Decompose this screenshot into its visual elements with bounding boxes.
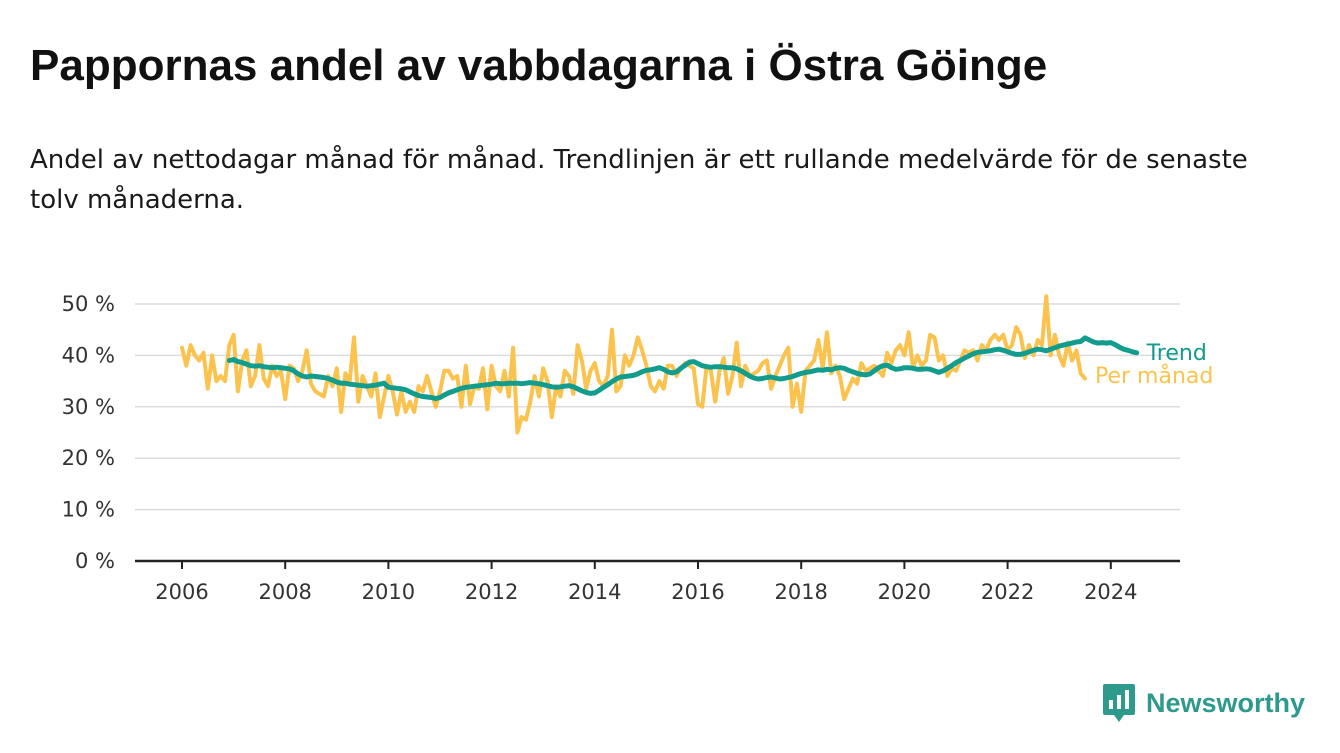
y-tick-label: 10 %	[62, 498, 115, 522]
chart-subtitle: Andel av nettodagar månad för månad. Tre…	[30, 145, 1248, 215]
x-tick-label: 2024	[1084, 580, 1137, 604]
x-tick-label: 2010	[362, 580, 415, 604]
series-lines	[180, 294, 1140, 435]
y-tick-label: 30 %	[62, 395, 115, 419]
x-tick-label: 2020	[878, 580, 931, 604]
chart-title: Pappornas andel av vabbdagarna i Östra G…	[30, 41, 1048, 90]
gridlines	[135, 303, 1180, 563]
x-tick-label: 2022	[981, 580, 1034, 604]
y-tick-label: 20 %	[62, 446, 115, 470]
x-tick-label: 2006	[155, 580, 208, 604]
y-tick-label: 50 %	[62, 292, 115, 316]
x-tick-label: 2016	[671, 580, 724, 604]
trend-series-line	[226, 335, 1140, 402]
x-tick-label: 2018	[774, 580, 827, 604]
monthly-series-line	[180, 294, 1087, 435]
brand-name: Newsworthy	[1146, 687, 1306, 718]
x-tick-label: 2008	[258, 580, 311, 604]
newsworthy-logo-icon	[1103, 684, 1135, 722]
monthly-series-label: Per månad	[1095, 363, 1213, 389]
y-tick-label: 0 %	[75, 549, 115, 573]
newsworthy-logo: Newsworthy	[1102, 683, 1305, 723]
trend-series-label: Trend	[1146, 341, 1207, 366]
x-tick-label: 2012	[465, 580, 518, 604]
y-axis-ticks: 0 % 10 % 20 % 30 % 40 % 50 %	[62, 292, 115, 573]
y-tick-label: 40 %	[62, 343, 115, 367]
x-axis-ticks: 2006 2008 2010 2012 2014 2016 2018 2020 2022 2024	[155, 561, 1138, 604]
x-tick-label: 2014	[568, 580, 621, 604]
